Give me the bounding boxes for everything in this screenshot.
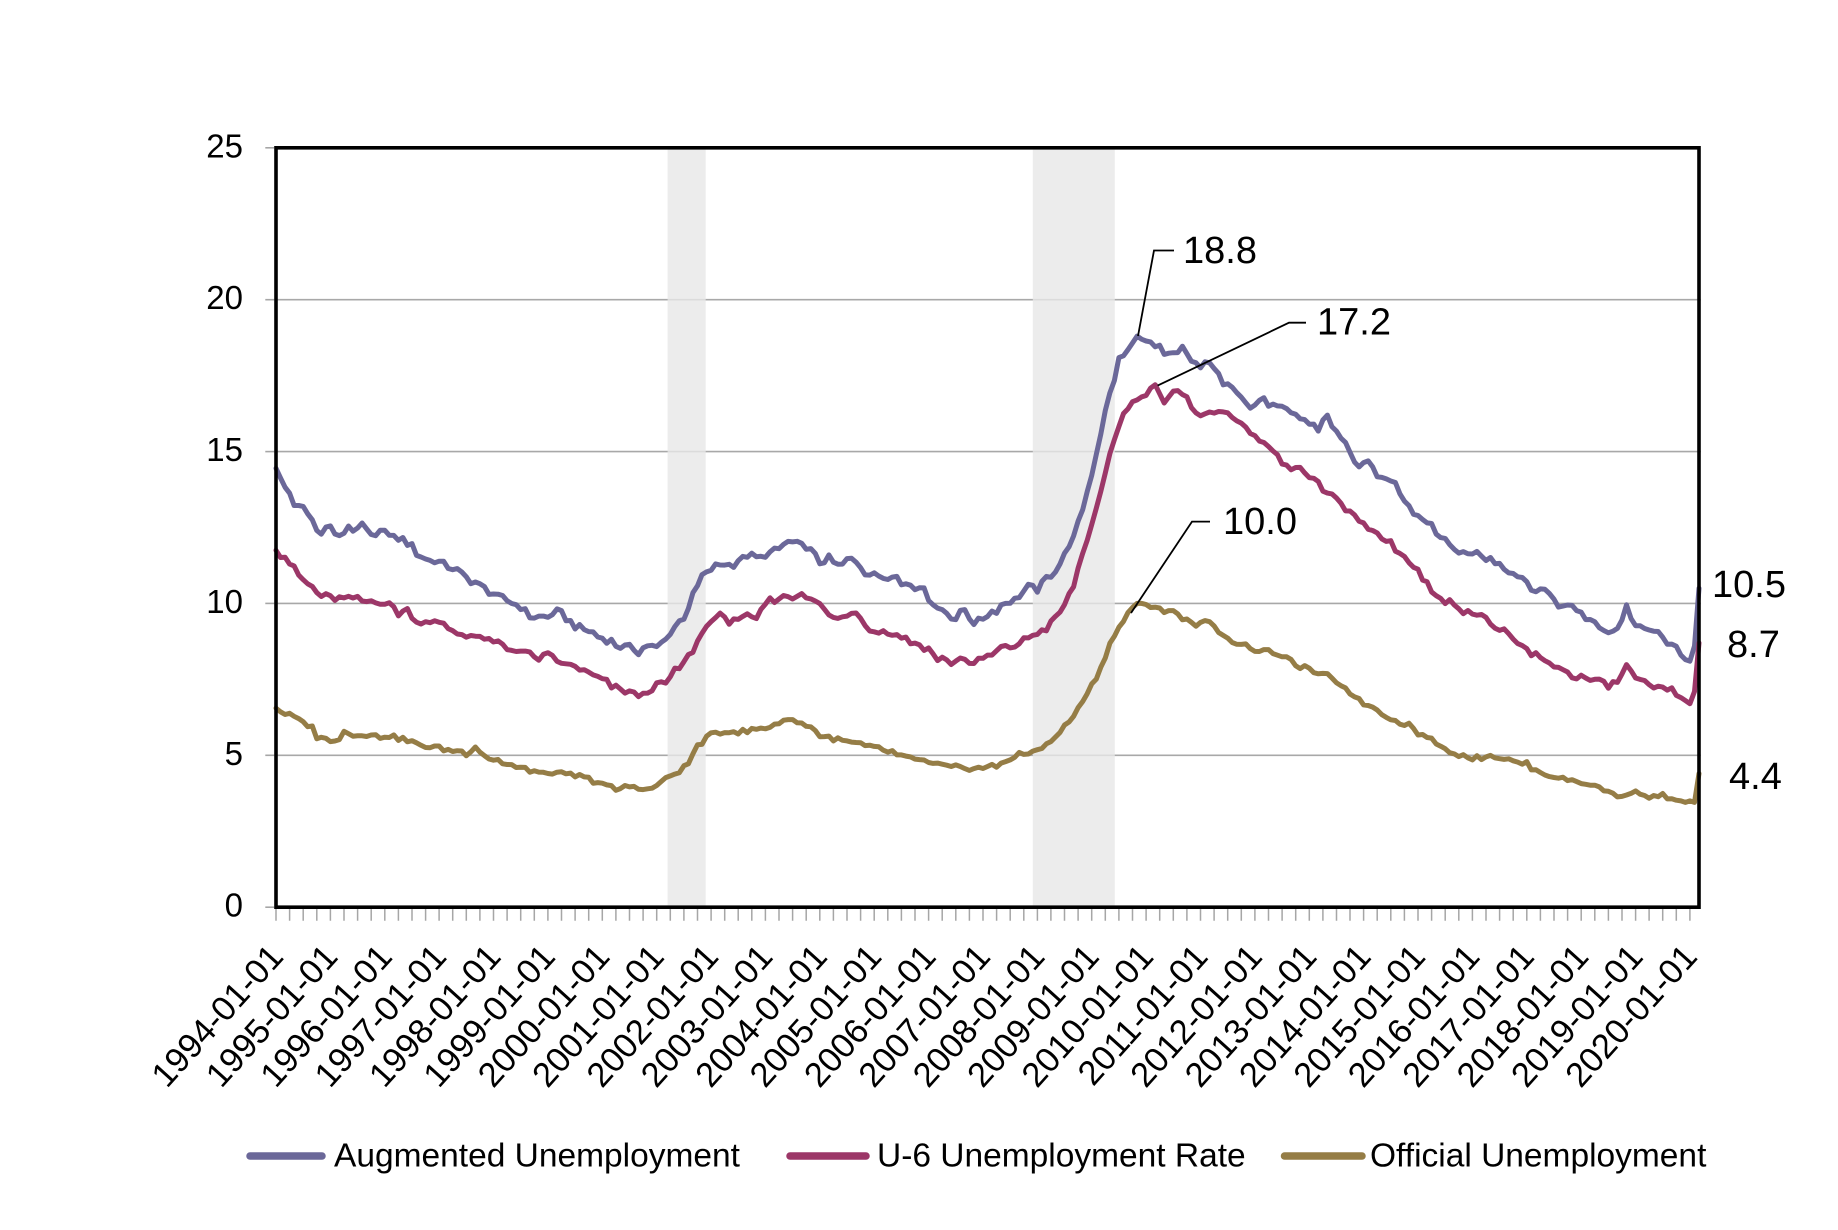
svg-text:15: 15 xyxy=(206,431,243,468)
svg-text:10: 10 xyxy=(206,583,243,620)
svg-text:Official Unemployment: Official Unemployment xyxy=(1370,1138,1707,1175)
svg-text:Augmented Unemployment: Augmented Unemployment xyxy=(334,1138,741,1175)
svg-text:U-6 Unemployment Rate: U-6 Unemployment Rate xyxy=(877,1138,1246,1175)
svg-text:20: 20 xyxy=(206,279,243,316)
svg-text:5: 5 xyxy=(225,735,243,772)
svg-text:10.0: 10.0 xyxy=(1223,501,1297,543)
svg-text:17.2: 17.2 xyxy=(1317,302,1391,344)
svg-text:18.8: 18.8 xyxy=(1183,230,1257,272)
svg-text:8.7: 8.7 xyxy=(1727,624,1780,666)
svg-text:4.4: 4.4 xyxy=(1729,756,1782,798)
svg-text:0: 0 xyxy=(225,887,243,924)
svg-text:25: 25 xyxy=(206,127,243,164)
svg-text:10.5: 10.5 xyxy=(1712,564,1786,606)
